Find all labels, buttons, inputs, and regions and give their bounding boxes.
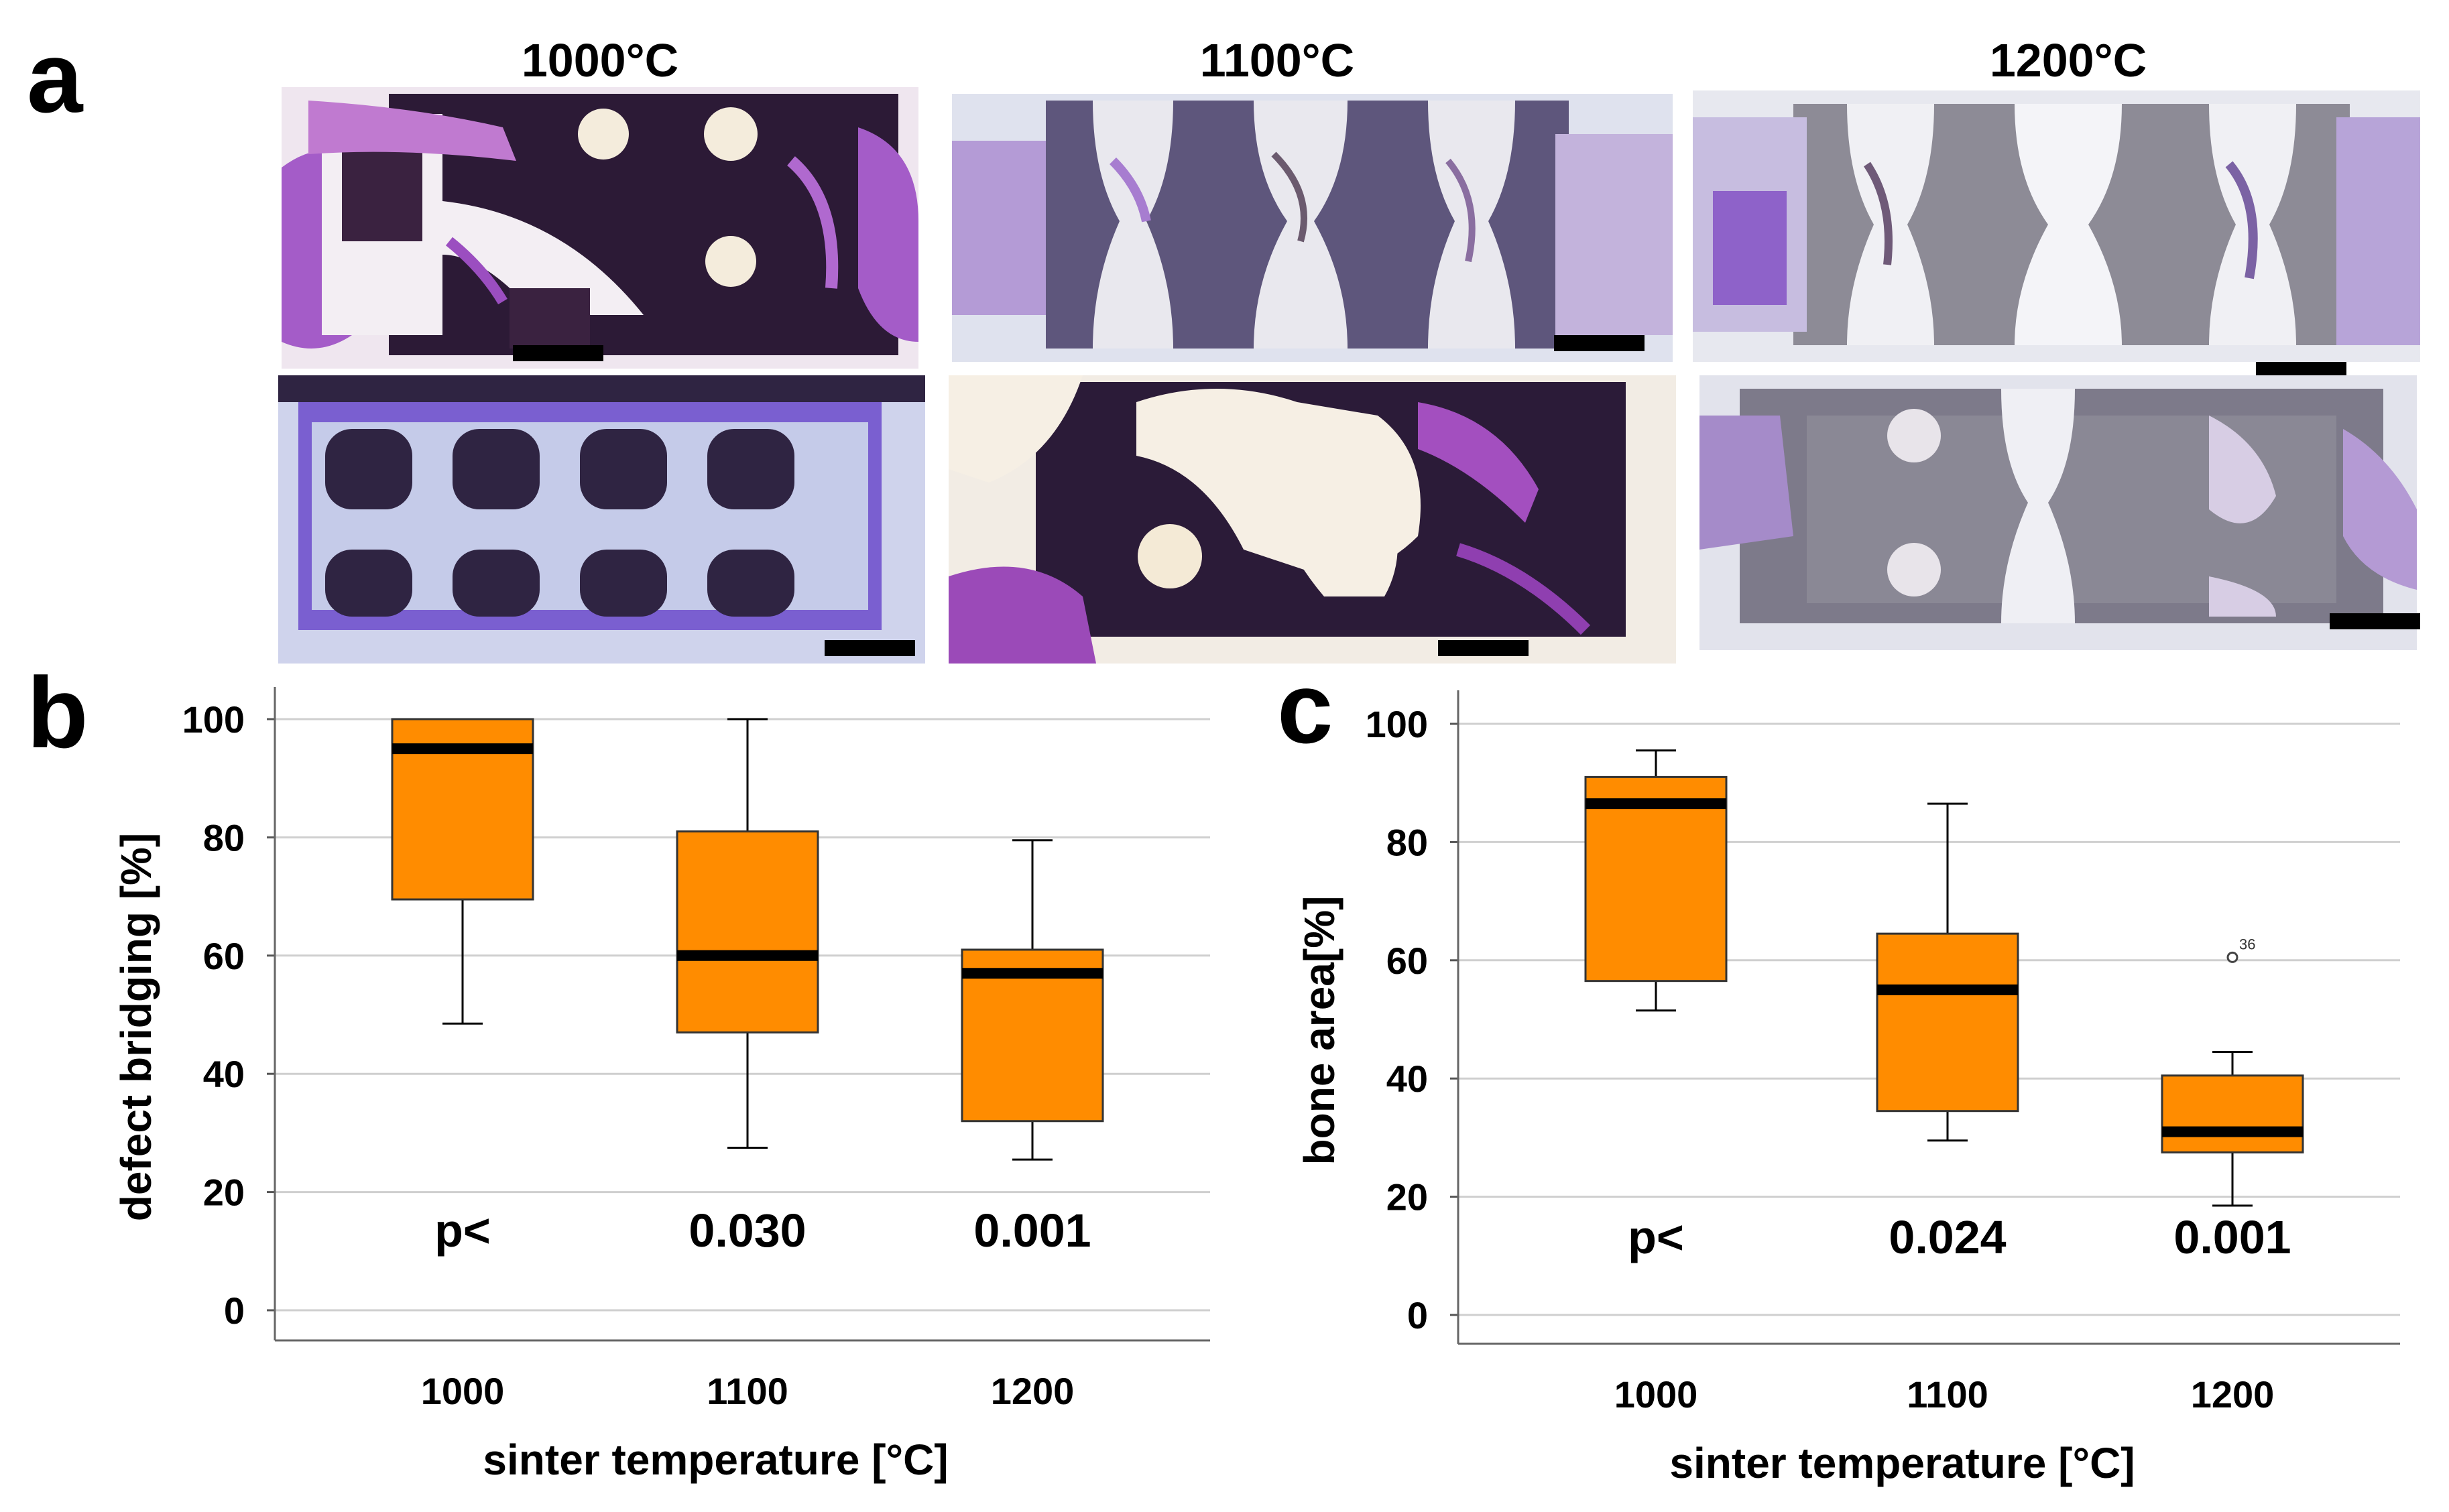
y-tick-label: 80 bbox=[1386, 821, 1428, 863]
p-value-label: 0.030 bbox=[689, 1204, 806, 1257]
y-axis-label: defect bridging [%] bbox=[112, 833, 160, 1222]
scale-bar bbox=[1438, 640, 1529, 656]
y-tick-label: 40 bbox=[203, 1053, 245, 1095]
outlier-point bbox=[2226, 951, 2238, 963]
scale-bar bbox=[825, 640, 915, 656]
y-tick-label: 100 bbox=[182, 698, 245, 741]
box-1000 bbox=[1584, 775, 1728, 983]
p-value-label: p< bbox=[1628, 1211, 1684, 1263]
scale-bar bbox=[513, 345, 603, 361]
y-axis-label: bone area[%] bbox=[1295, 896, 1343, 1166]
micrograph-1100-bottom bbox=[949, 375, 1676, 664]
x-tick-label: 1200 bbox=[991, 1370, 1075, 1412]
box-1200 bbox=[2161, 1074, 2304, 1153]
y-tick-label: 40 bbox=[1386, 1058, 1428, 1100]
y-tick-label: 80 bbox=[203, 816, 245, 859]
x-tick-label: 1200 bbox=[2191, 1373, 2275, 1415]
panel-letter-c: c bbox=[1277, 651, 1333, 764]
x-tick-label: 1000 bbox=[1614, 1373, 1698, 1415]
chart-bone-area: c 0 20 40 60 80 100 1000 p< 1100 0.024 1200 0.001 3… bbox=[1277, 651, 2400, 1487]
x-axis-label: sinter temperature [°C] bbox=[483, 1436, 948, 1484]
y-tick-label: 0 bbox=[224, 1289, 245, 1332]
x-axis-label: sinter temperature [°C] bbox=[1669, 1439, 2135, 1487]
column-title-1000: 1000°C bbox=[521, 34, 679, 86]
column-title-1200: 1200°C bbox=[1989, 34, 2147, 86]
box-1100 bbox=[1876, 932, 2019, 1113]
y-tick-label: 0 bbox=[1407, 1294, 1428, 1336]
y-tick-label: 100 bbox=[1366, 703, 1428, 745]
scale-bar bbox=[2330, 613, 2420, 629]
p-value-label: 0.024 bbox=[1889, 1211, 2006, 1263]
scale-bar bbox=[1554, 335, 1645, 351]
micrograph-1200-bottom bbox=[1699, 375, 2417, 650]
panel-letter-b: b bbox=[27, 656, 88, 769]
micrograph-1100-top bbox=[952, 94, 1673, 362]
micrograph-1200-top bbox=[1693, 90, 2420, 362]
panel-letter-a: a bbox=[27, 21, 83, 133]
y-tick-label: 60 bbox=[1386, 940, 1428, 982]
column-title-1100: 1100°C bbox=[1199, 34, 1355, 86]
micrograph-1000-bottom bbox=[278, 375, 925, 664]
y-tick-label: 20 bbox=[1386, 1176, 1428, 1218]
p-value-label: 0.001 bbox=[2173, 1211, 2291, 1263]
x-tick-label: 1000 bbox=[421, 1370, 505, 1412]
y-tick-label: 60 bbox=[203, 935, 245, 977]
outlier-label: 36 bbox=[2239, 936, 2255, 952]
p-value-label: p< bbox=[434, 1204, 491, 1257]
p-value-label: 0.001 bbox=[973, 1204, 1091, 1257]
x-tick-label: 1100 bbox=[1907, 1373, 1988, 1415]
box-1100 bbox=[676, 830, 819, 1033]
x-tick-label: 1100 bbox=[707, 1370, 788, 1412]
micrograph-1000-top bbox=[282, 87, 918, 369]
y-tick-label: 20 bbox=[203, 1172, 245, 1214]
